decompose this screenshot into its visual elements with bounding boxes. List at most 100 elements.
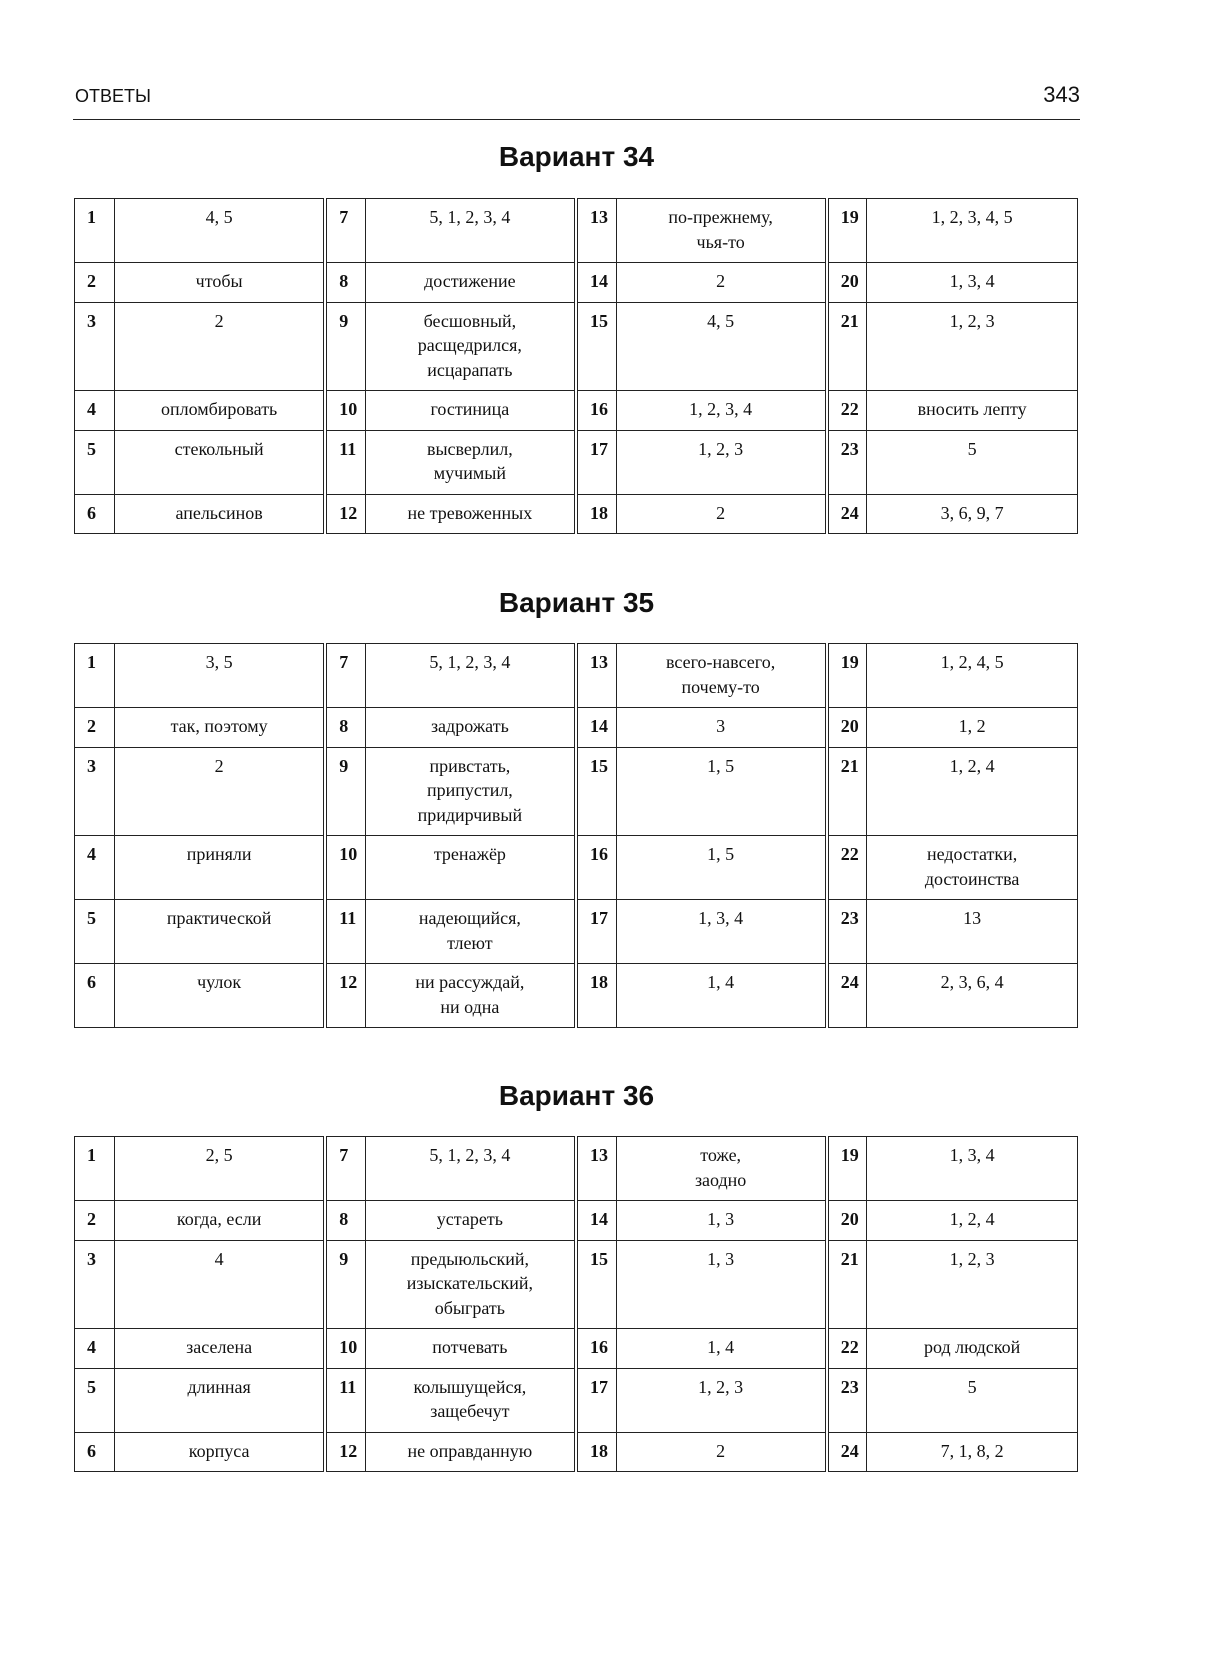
task-number: 21 [824, 1239, 868, 1329]
answer-cell: род людской [866, 1328, 1078, 1369]
task-number: 5 [74, 429, 115, 495]
answer-cell: недостатки, достоинства [866, 835, 1078, 900]
answer-cell: привстать, припустил, придирчивый [364, 746, 577, 836]
table-row: 2 когда, если 8 устареть 14 1, 3 20 1, 2, 4 [74, 1200, 1078, 1241]
task-number: 15 [574, 746, 617, 836]
answer-cell: тренажёр [364, 835, 577, 900]
task-number: 11 [323, 429, 366, 495]
answer-cell: предыюльский, изыскательский, обыграть [364, 1239, 577, 1329]
table-row: 3 2 9 бесшовный, расщедрился, исцарапать 15 4… [74, 301, 1078, 391]
table-row: 4 опломбировать 10 гостиница 16 1, 2, 3, 4 22 в… [74, 390, 1078, 431]
answer-cell: опломбировать [114, 390, 326, 431]
answer-cell: колышущейся, защебечут [364, 1367, 577, 1433]
task-number: 10 [323, 835, 366, 900]
task-number: 16 [574, 835, 617, 900]
task-number: 24 [824, 1431, 868, 1472]
answer-cell: 1, 3, 4 [615, 899, 828, 964]
task-number: 1 [74, 1136, 115, 1201]
answer-cell: 1, 2, 3 [866, 301, 1078, 391]
table-row: 4 заселена 10 потчевать 16 1, 4 22 род людской [74, 1328, 1078, 1369]
table-row: 5 практической 11 надеющийся, тлеют 17 1, 3, … [74, 899, 1078, 964]
answer-cell: устареть [364, 1200, 577, 1241]
task-number: 14 [574, 262, 617, 303]
task-number: 3 [74, 301, 115, 391]
task-number: 9 [323, 746, 366, 836]
task-number: 19 [824, 198, 868, 263]
task-number: 8 [323, 262, 366, 303]
answer-cell: так, поэтому [114, 707, 326, 748]
task-number: 13 [574, 198, 617, 263]
answer-cell: 1, 2, 4, 5 [866, 643, 1078, 708]
task-number: 7 [323, 198, 366, 263]
answer-cell: чтобы [114, 262, 326, 303]
answer-cell: 1, 5 [615, 746, 828, 836]
answer-cell: 2, 5 [114, 1136, 326, 1201]
task-number: 10 [323, 1328, 366, 1369]
task-number: 11 [323, 899, 366, 964]
answer-cell: 1, 2, 3, 4, 5 [866, 198, 1078, 263]
table-row: 5 стекольный 11 высверлил, мучимый 17 1, 2, 3… [74, 429, 1078, 495]
answer-cell: гостиница [364, 390, 577, 431]
task-number: 20 [824, 707, 868, 748]
task-number: 9 [323, 1239, 366, 1329]
task-number: 17 [574, 429, 617, 495]
answer-cell: 1, 3 [615, 1200, 828, 1241]
answer-cell: высверлил, мучимый [364, 429, 577, 495]
variant-title: Вариант 34 [498, 141, 655, 172]
answer-cell: когда, если [114, 1200, 326, 1241]
answer-cell: вносить лепту [866, 390, 1078, 431]
table-row: 2 так, поэтому 8 задрожать 14 3 20 1, 2 [74, 707, 1078, 748]
task-number: 3 [74, 746, 115, 836]
task-number: 21 [824, 301, 868, 391]
answer-cell: по-прежнему, чья-то [615, 198, 828, 263]
answer-cell: 2 [615, 262, 828, 303]
task-number: 12 [323, 963, 366, 1028]
task-number: 11 [323, 1367, 366, 1433]
answer-cell: 2 [114, 301, 326, 391]
task-number: 1 [74, 198, 115, 263]
answer-cell: апельсинов [114, 493, 326, 534]
table-row: 1 2, 5 7 5, 1, 2, 3, 4 13 тоже, заодно 19 1, 3,… [74, 1136, 1078, 1201]
task-number: 6 [74, 493, 115, 534]
task-number: 22 [824, 390, 868, 431]
answer-cell: чулок [114, 963, 326, 1028]
task-number: 21 [824, 746, 868, 836]
task-number: 18 [574, 1431, 617, 1472]
page-number: 343 [1043, 82, 1080, 107]
table-row: 6 корпуса 12 не оправданную 18 2 24 7, 1, 8, 2 [74, 1431, 1078, 1472]
answer-cell: 1, 4 [615, 963, 828, 1028]
answer-cell: 5, 1, 2, 3, 4 [364, 643, 577, 708]
answer-cell: не оправданную [364, 1431, 577, 1472]
answer-cell: 7, 1, 8, 2 [866, 1431, 1078, 1472]
answer-cell: 5 [866, 429, 1078, 495]
answer-cell: 1, 3, 4 [866, 1136, 1078, 1201]
answer-cell: приняли [114, 835, 326, 900]
task-number: 10 [323, 390, 366, 431]
table-row: 4 приняли 10 тренажёр 16 1, 5 22 недостатки, до… [74, 835, 1078, 900]
answer-cell: корпуса [114, 1431, 326, 1472]
answer-cell: 1, 5 [615, 835, 828, 900]
task-number: 22 [824, 1328, 868, 1369]
variant-title: Вариант 35 [498, 587, 655, 618]
answer-cell: достижение [364, 262, 577, 303]
task-number: 16 [574, 1328, 617, 1369]
task-number: 24 [824, 493, 868, 534]
task-number: 2 [74, 1200, 115, 1241]
task-number: 15 [574, 1239, 617, 1329]
task-number: 19 [824, 1136, 868, 1201]
answer-cell: тоже, заодно [615, 1136, 828, 1201]
task-number: 7 [323, 1136, 366, 1201]
answer-cell: не тревоженных [364, 493, 577, 534]
answer-cell: 5, 1, 2, 3, 4 [364, 1136, 577, 1201]
task-number: 22 [824, 835, 868, 900]
task-number: 14 [574, 1200, 617, 1241]
answer-cell: 1, 2 [866, 707, 1078, 748]
task-number: 8 [323, 707, 366, 748]
task-number: 9 [323, 301, 366, 391]
answer-cell: стекольный [114, 429, 326, 495]
task-number: 8 [323, 1200, 366, 1241]
answer-cell: 1, 2, 3 [866, 1239, 1078, 1329]
answer-cell: 13 [866, 899, 1078, 964]
task-number: 4 [74, 390, 115, 431]
task-number: 2 [74, 262, 115, 303]
